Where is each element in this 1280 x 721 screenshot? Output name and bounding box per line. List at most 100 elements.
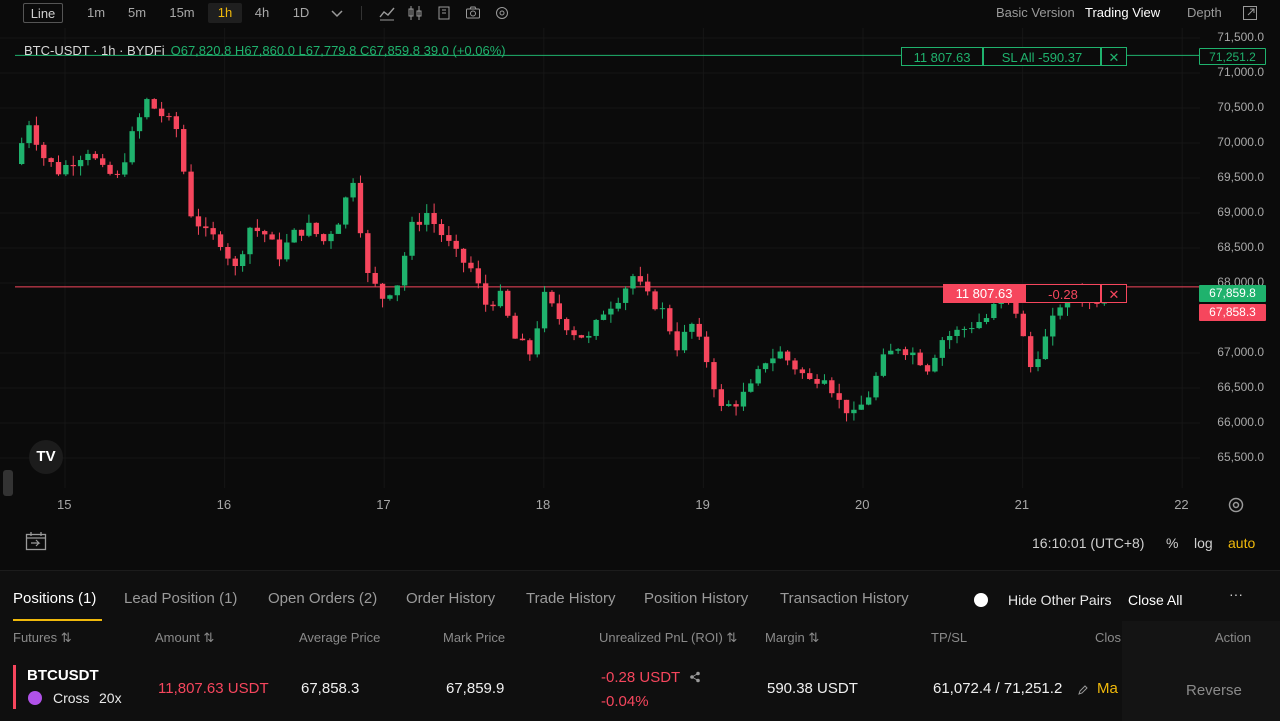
collapse-handle[interactable] (3, 470, 13, 496)
candle-body (343, 197, 349, 225)
col-amount[interactable]: Amount ⇅ (155, 630, 215, 645)
hide-pairs-toggle[interactable] (974, 593, 988, 607)
candle-body (306, 222, 312, 236)
candle-body (475, 268, 481, 284)
candle-body (453, 240, 459, 249)
tab-trade-history[interactable]: Trade History (526, 590, 616, 607)
candle-body (659, 308, 666, 310)
interval-1d[interactable]: 1D (292, 5, 310, 20)
tab-order-history[interactable]: Order History (406, 590, 496, 607)
candle-body (888, 350, 894, 355)
candle-body (762, 363, 769, 370)
date-range-icon[interactable] (25, 531, 47, 551)
candle-body (320, 234, 327, 242)
settings-icon[interactable] (494, 5, 510, 21)
candle-body (667, 308, 673, 332)
candle-body (954, 329, 960, 337)
col-margin-label: Margin (765, 630, 805, 645)
market-close-button[interactable]: Ma (1097, 680, 1118, 697)
interval-1m[interactable]: 1m (86, 5, 106, 20)
col-unrealized-pnl[interactable]: Unrealized PnL (ROI) ⇅ (599, 630, 738, 645)
price-axis[interactable]: 71,500.0 71,000.0 70,500.0 70,000.0 69,500.0… (1200, 28, 1280, 488)
col-futures[interactable]: Futures ⇅ (13, 630, 72, 645)
average-price-value: 67,858.3 (301, 680, 360, 697)
clock-readout[interactable]: 16:10:01 (UTC+8) (1032, 535, 1145, 551)
tab-position-history[interactable]: Position History (644, 590, 749, 607)
candle-body (217, 234, 224, 247)
candle-body (328, 233, 334, 242)
candle-body (851, 409, 857, 414)
candle-body (63, 164, 69, 175)
candle-body (210, 228, 216, 235)
time-tick-label: 16 (216, 497, 232, 512)
entry-position-pnl[interactable]: -0.28 (1025, 284, 1101, 303)
price-chart[interactable] (0, 28, 1280, 498)
interval-1h[interactable]: 1h (208, 3, 242, 23)
candle-body (932, 357, 938, 372)
log-toggle[interactable]: log (1194, 535, 1213, 551)
auto-toggle[interactable]: auto (1228, 535, 1256, 551)
candle-body (85, 153, 91, 161)
candle-body (564, 319, 570, 331)
tab-positions[interactable]: Positions (1) (13, 590, 97, 607)
price-tick-label: 69,000.0 (1217, 205, 1264, 219)
candle-body (254, 227, 261, 232)
sl-position-amount[interactable]: 11 807.63 (901, 47, 983, 66)
sl-position-label[interactable]: SL All -590.37 (983, 47, 1101, 66)
percent-toggle[interactable]: % (1166, 535, 1179, 551)
candle-body (534, 328, 540, 355)
chevron-down-icon[interactable] (329, 5, 345, 21)
hide-other-pairs-label[interactable]: Hide Other Pairs (1008, 592, 1112, 608)
sl-close-icon[interactable]: ✕ (1101, 47, 1127, 66)
candle-body (1035, 359, 1041, 368)
candle-style-icon[interactable] (407, 5, 423, 21)
candle-body (490, 304, 496, 307)
candle-body (431, 213, 437, 225)
candle-body (77, 160, 84, 167)
col-margin[interactable]: Margin ⇅ (765, 630, 820, 645)
more-menu-icon[interactable]: ··· (1229, 586, 1243, 602)
interval-4h[interactable]: 4h (254, 5, 270, 20)
candle-body (578, 335, 585, 338)
entry-position-amount[interactable]: 11 807.63 (943, 284, 1025, 303)
reverse-button[interactable]: Reverse (1186, 682, 1242, 699)
candle-body (961, 328, 968, 330)
leverage-badge[interactable]: 20x (99, 690, 122, 706)
indicator-icon[interactable] (379, 5, 395, 21)
gear-icon[interactable] (1227, 496, 1245, 514)
tab-lead-position[interactable]: Lead Position (1) (124, 590, 238, 607)
candle-body (917, 352, 923, 366)
chart-type-button[interactable]: Line (23, 3, 63, 23)
candle-body (181, 129, 187, 172)
edit-pencil-icon[interactable] (1077, 684, 1089, 696)
close-all-button[interactable]: Close All (1128, 592, 1183, 608)
entry-close-icon[interactable]: ✕ (1101, 284, 1127, 303)
candle-body (541, 291, 548, 329)
depth-tab[interactable]: Depth (1187, 5, 1222, 20)
tab-open-orders[interactable]: Open Orders (2) (268, 590, 378, 607)
expand-icon[interactable] (1242, 5, 1258, 21)
candle-body (262, 231, 268, 235)
layout-icon[interactable] (436, 5, 452, 21)
share-icon[interactable] (689, 671, 701, 683)
candle-body (843, 399, 850, 414)
interval-5m[interactable]: 5m (127, 5, 147, 20)
time-axis[interactable]: 15 16 17 18 19 20 21 22 (0, 494, 1200, 516)
candle-body (129, 131, 135, 163)
candle-body (335, 224, 342, 234)
position-symbol[interactable]: BTCUSDT (27, 667, 99, 684)
margin-mode[interactable]: Cross (53, 690, 90, 706)
candle-body (1020, 313, 1026, 337)
basic-version-tab[interactable]: Basic Version (996, 5, 1075, 20)
candle-body (19, 143, 25, 164)
trading-view-tab[interactable]: Trading View (1085, 5, 1161, 20)
tab-transaction-history[interactable]: Transaction History (780, 590, 909, 607)
candle-body (556, 303, 562, 320)
price-tick-label: 66,500.0 (1217, 380, 1264, 394)
camera-icon[interactable] (465, 5, 481, 21)
pnl-value: -0.28 USDT (601, 669, 681, 686)
interval-15m[interactable]: 15m (169, 5, 195, 20)
candle-body (276, 239, 283, 260)
price-tick-label: 69,500.0 (1217, 170, 1264, 184)
candle-body (387, 295, 393, 299)
